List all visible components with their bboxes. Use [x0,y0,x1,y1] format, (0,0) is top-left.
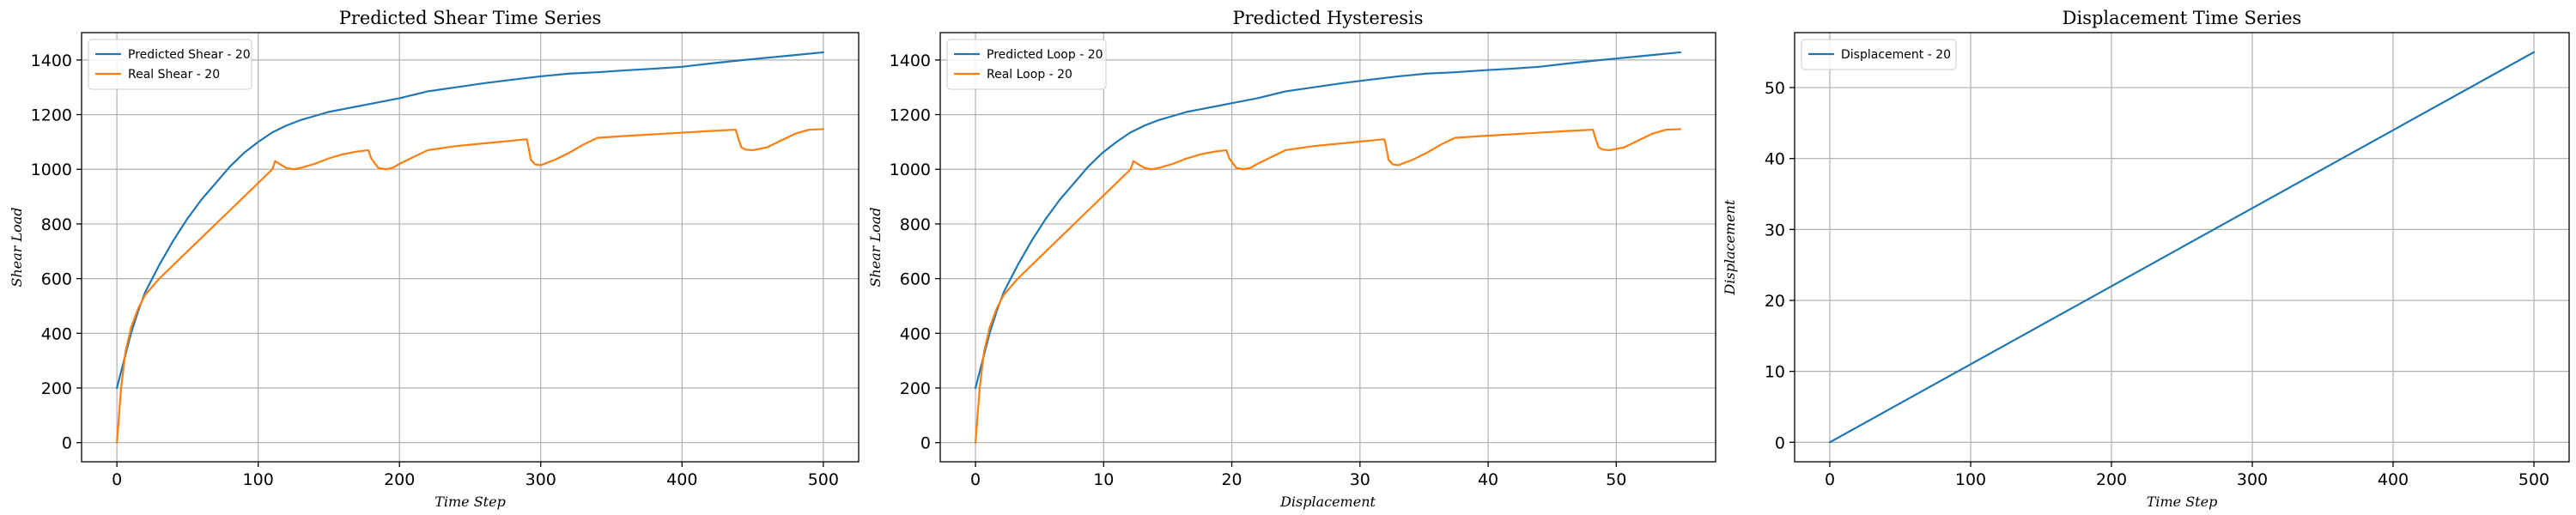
y-tick-label: 200 [41,379,72,398]
y-tick-label: 0 [1775,433,1785,452]
y-tick-label: 800 [41,215,72,234]
series-line-1 [116,51,824,390]
y-tick-label: 600 [900,270,931,289]
plot-frame [939,32,1716,463]
series-line-1 [1828,51,2536,444]
x-tick-label: 0 [970,470,981,489]
legend-entry-label: Real Loop - 20 [987,68,1072,82]
legend-box [946,39,1107,90]
legend-box [1801,39,1957,70]
y-tick-label: 20 [1765,292,1785,311]
chart-panel-3: 0 100 200 300 400 500 0 10 20 30 40 50 Displacement … [1722,8,2570,510]
legend-box [88,39,252,90]
y-tick-label: 1000 [31,161,72,179]
legend-entry-label: Predicted Loop - 20 [987,48,1103,62]
y-tick-label: 200 [900,379,931,398]
y-tick-label: 1200 [31,106,72,125]
legend: Predicted Shear - 20 Real Shear - 20 [88,39,252,90]
x-axis-label: Displacement [1279,494,1376,510]
x-tick-label: 50 [1606,470,1626,489]
y-axis-label: Displacement [1722,199,1738,295]
y-tick-label: 400 [41,324,72,343]
plot-frame [1794,32,2570,463]
y-axis-label: Shear Load [867,207,884,287]
y-tick-label: 10 [1765,363,1785,382]
series-line-1 [974,51,1682,390]
y-tick-label: 1400 [890,52,931,70]
series-line-2 [116,128,824,444]
x-tick-label: 400 [666,470,697,489]
series-line-2 [974,128,1682,444]
chart-title: Predicted Shear Time Series [339,8,602,28]
x-tick-label: 200 [384,470,415,489]
plot-frame [81,32,860,463]
y-tick-label: 0 [920,434,931,453]
x-tick-label: 300 [526,470,556,489]
y-tick-label: 800 [900,215,931,234]
x-tick-label: 200 [2096,470,2127,489]
y-tick-label: 30 [1765,221,1785,239]
y-tick-label: 1200 [890,106,931,125]
legend-entry-label: Displacement - 20 [1841,48,1951,62]
y-tick-label: 400 [900,324,931,343]
y-tick-label: 50 [1765,79,1785,98]
legend: Displacement - 20 [1801,39,1957,70]
chart-title: Predicted Hysteresis [1232,8,1423,28]
legend: Predicted Loop - 20 Real Loop - 20 [946,39,1107,90]
x-tick-label: 400 [2378,470,2409,489]
x-tick-label: 300 [2237,470,2268,489]
chart-panel-2: 0 10 20 30 40 50 0 200 400 600 800 1000 1200 1400 Pred… [867,8,1716,510]
x-tick-label: 40 [1478,470,1498,489]
y-tick-label: 0 [62,434,72,453]
y-axis-label: Shear Load [9,207,25,287]
x-tick-label: 500 [808,470,839,489]
chart-panel-1: 0 100 200 300 400 500 0 200 400 600 800 1000 1200 140… [9,8,860,510]
y-tick-label: 40 [1765,150,1785,169]
x-tick-label: 100 [1955,470,1986,489]
x-tick-label: 10 [1093,470,1114,489]
x-tick-label: 500 [2518,470,2549,489]
legend-entry-label: Real Shear - 20 [128,68,220,82]
x-tick-label: 30 [1350,470,1370,489]
x-tick-label: 0 [112,470,122,489]
x-tick-label: 100 [243,470,274,489]
x-axis-label: Time Step [2147,494,2218,510]
chart-title: Displacement Time Series [2063,8,2302,28]
legend-entry-label: Predicted Shear - 20 [128,48,251,62]
y-tick-label: 600 [41,270,72,289]
y-tick-label: 1400 [31,52,72,70]
x-tick-label: 0 [1825,470,1835,489]
y-tick-label: 1000 [890,161,931,179]
x-tick-label: 20 [1221,470,1242,489]
x-axis-label: Time Step [434,494,506,510]
